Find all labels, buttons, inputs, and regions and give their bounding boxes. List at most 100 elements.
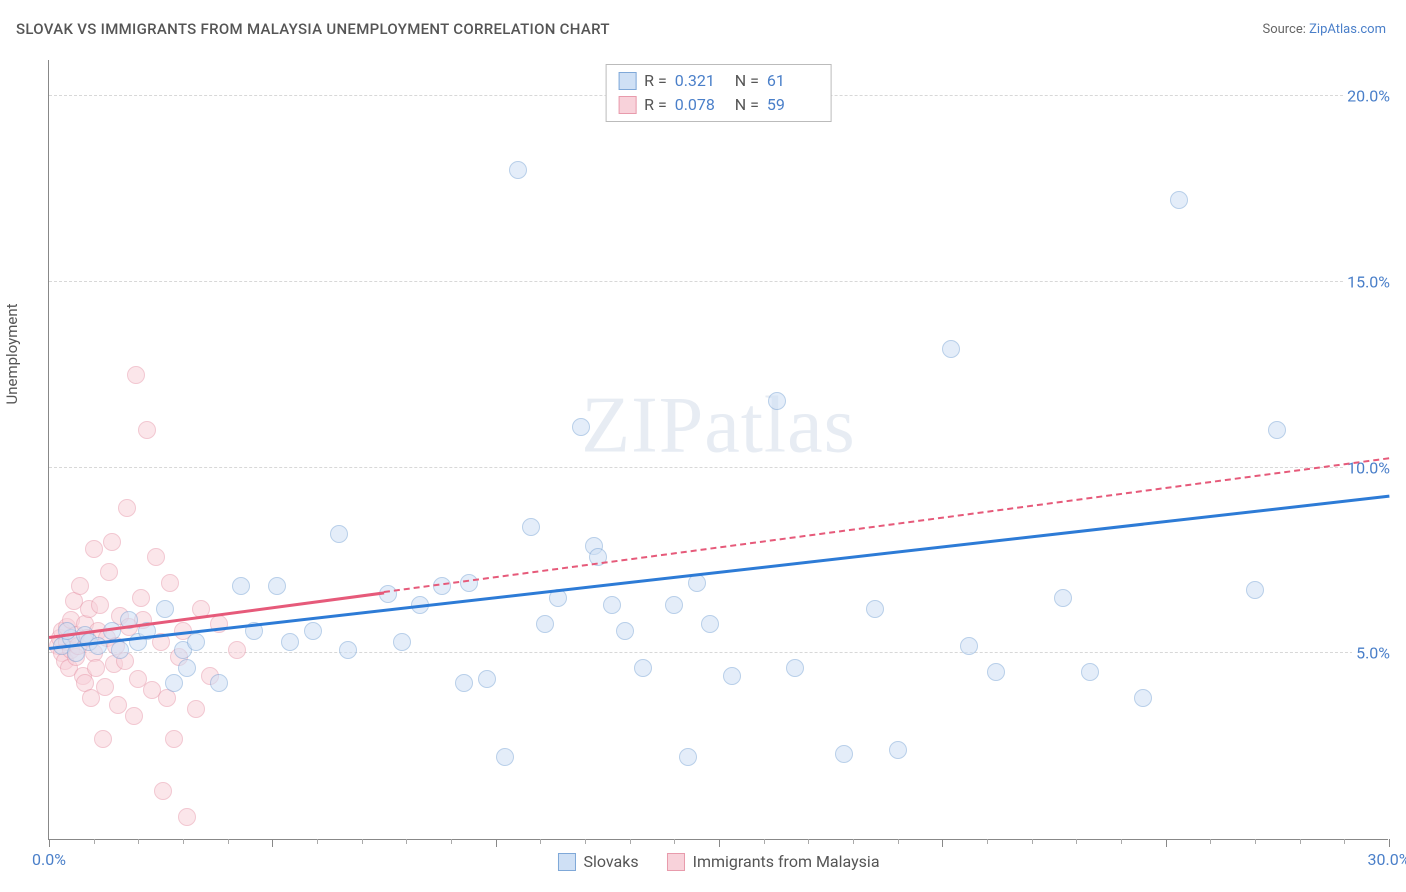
- x-tick-minor: [853, 839, 854, 844]
- legend-label-slovaks: Slovaks: [583, 852, 638, 871]
- y-tick-label: 5.0%: [1352, 644, 1394, 663]
- x-tick-minor: [1032, 839, 1033, 844]
- x-tick-minor: [1076, 839, 1077, 844]
- scatter-point-malaysia: [187, 700, 205, 718]
- scatter-point-slovaks: [89, 637, 107, 655]
- scatter-point-slovaks: [156, 600, 174, 618]
- legend-item-malaysia: Immigrants from Malaysia: [667, 852, 880, 871]
- scatter-point-slovaks: [455, 674, 473, 692]
- x-tick-minor: [674, 839, 675, 844]
- scatter-point-malaysia: [109, 696, 127, 714]
- scatter-point-slovaks: [522, 518, 540, 536]
- x-tick-minor: [1300, 839, 1301, 844]
- scatter-point-slovaks: [330, 525, 348, 543]
- scatter-point-slovaks: [866, 600, 884, 618]
- scatter-point-slovaks: [572, 418, 590, 436]
- scatter-point-slovaks: [339, 641, 357, 659]
- scatter-point-malaysia: [71, 577, 89, 595]
- scatter-point-malaysia: [132, 589, 150, 607]
- legend-swatch-malaysia-icon: [667, 853, 685, 871]
- x-tick-minor: [362, 839, 363, 844]
- scatter-point-slovaks: [111, 641, 129, 659]
- scatter-point-malaysia: [125, 707, 143, 725]
- r-value-malaysia: 0.078: [675, 93, 727, 117]
- x-tick-minor: [1255, 839, 1256, 844]
- n-value-slovaks: 61: [767, 69, 819, 93]
- scatter-point-slovaks: [281, 633, 299, 651]
- scatter-point-slovaks: [496, 748, 514, 766]
- scatter-point-malaysia: [161, 574, 179, 592]
- r-label: R =: [644, 93, 667, 117]
- source-link[interactable]: ZipAtlas.com: [1309, 22, 1386, 37]
- x-tick-major: [719, 839, 720, 847]
- scatter-point-slovaks: [232, 577, 250, 595]
- x-tick-minor: [764, 839, 765, 844]
- scatter-point-malaysia: [154, 782, 172, 800]
- scatter-point-malaysia: [127, 366, 145, 384]
- x-tick-major: [49, 839, 50, 847]
- x-tick-major: [272, 839, 273, 847]
- scatter-point-slovaks: [835, 745, 853, 763]
- r-value-slovaks: 0.321: [675, 69, 727, 93]
- r-label: R =: [644, 69, 667, 93]
- x-tick-major: [496, 839, 497, 847]
- n-label: N =: [735, 69, 759, 93]
- x-tick-major: [1166, 839, 1167, 847]
- x-tick-minor: [630, 839, 631, 844]
- scatter-point-malaysia: [103, 533, 121, 551]
- scatter-point-malaysia: [100, 563, 118, 581]
- scatter-point-malaysia: [85, 540, 103, 558]
- x-tick-minor: [1344, 839, 1345, 844]
- scatter-point-slovaks: [1054, 589, 1072, 607]
- gridline: [49, 467, 1388, 468]
- x-tick-minor: [406, 839, 407, 844]
- x-tick-minor: [808, 839, 809, 844]
- x-tick-minor: [183, 839, 184, 844]
- scatter-point-malaysia: [94, 730, 112, 748]
- legend-swatch-slovaks-icon: [557, 853, 575, 871]
- scatter-point-slovaks: [768, 392, 786, 410]
- x-tick-minor: [585, 839, 586, 844]
- legend-label-malaysia: Immigrants from Malaysia: [693, 852, 880, 871]
- scatter-point-slovaks: [268, 577, 286, 595]
- scatter-point-slovaks: [165, 674, 183, 692]
- y-axis-label: Unemployment: [3, 303, 21, 404]
- scatter-point-slovaks: [679, 748, 697, 766]
- stats-row-malaysia: R = 0.078 N = 59: [618, 93, 819, 117]
- scatter-point-slovaks: [509, 161, 527, 179]
- stats-row-slovaks: R = 0.321 N = 61: [618, 69, 819, 93]
- scatter-point-slovaks: [478, 670, 496, 688]
- scatter-point-slovaks: [1170, 191, 1188, 209]
- x-tick-minor: [1121, 839, 1122, 844]
- x-tick-minor: [451, 839, 452, 844]
- scatter-point-slovaks: [1268, 421, 1286, 439]
- trendline-slovaks: [49, 494, 1389, 649]
- scatter-point-slovaks: [987, 663, 1005, 681]
- y-tick-label: 15.0%: [1343, 272, 1394, 291]
- chart-plot-area: ZIPatlas Slovaks Immigrants from Malaysi…: [48, 60, 1388, 840]
- n-value-malaysia: 59: [767, 93, 819, 117]
- legend-item-slovaks: Slovaks: [557, 852, 638, 871]
- scatter-point-malaysia: [228, 641, 246, 659]
- source-credit: Source: ZipAtlas.com: [1262, 22, 1386, 37]
- scatter-point-malaysia: [165, 730, 183, 748]
- x-tick-minor: [540, 839, 541, 844]
- swatch-malaysia-icon: [618, 96, 636, 114]
- correlation-stats-box: R = 0.321 N = 61 R = 0.078 N = 59: [605, 64, 832, 122]
- scatter-point-slovaks: [942, 340, 960, 358]
- scatter-point-slovaks: [393, 633, 411, 651]
- scatter-point-slovaks: [960, 637, 978, 655]
- scatter-point-slovaks: [665, 596, 683, 614]
- swatch-slovaks-icon: [618, 72, 636, 90]
- n-label: N =: [735, 93, 759, 117]
- chart-title: SLOVAK VS IMMIGRANTS FROM MALAYSIA UNEMP…: [16, 20, 610, 38]
- scatter-point-slovaks: [786, 659, 804, 677]
- scatter-point-malaysia: [178, 808, 196, 826]
- scatter-point-slovaks: [723, 667, 741, 685]
- x-tick-major: [942, 839, 943, 847]
- scatter-point-slovaks: [187, 633, 205, 651]
- gridline: [49, 281, 1388, 282]
- x-tick-label: 30.0%: [1368, 850, 1406, 869]
- scatter-point-slovaks: [210, 674, 228, 692]
- x-tick-minor: [987, 839, 988, 844]
